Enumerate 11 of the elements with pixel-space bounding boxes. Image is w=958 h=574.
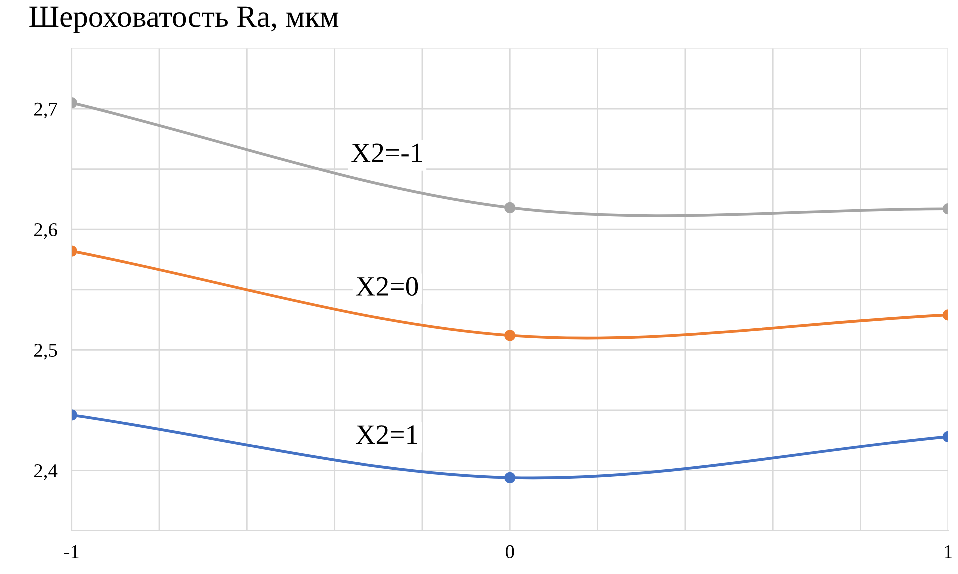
series-label: X2=-1 xyxy=(352,144,422,162)
chart-title: Шероховатость Ra, мкм xyxy=(30,6,339,34)
x-tick-label: -1 xyxy=(64,545,79,558)
series-label: X2=0 xyxy=(356,277,418,296)
x-tick-label: 1 xyxy=(945,545,952,558)
y-tick-label: 2,4 xyxy=(34,464,58,480)
y-tick-label: 2,6 xyxy=(34,223,58,240)
series-label: X2=1 xyxy=(356,426,418,444)
x-tick-label: 0 xyxy=(506,545,514,559)
y-tick-label: 2,5 xyxy=(34,344,58,360)
y-tick-label: 2,7 xyxy=(34,102,58,119)
